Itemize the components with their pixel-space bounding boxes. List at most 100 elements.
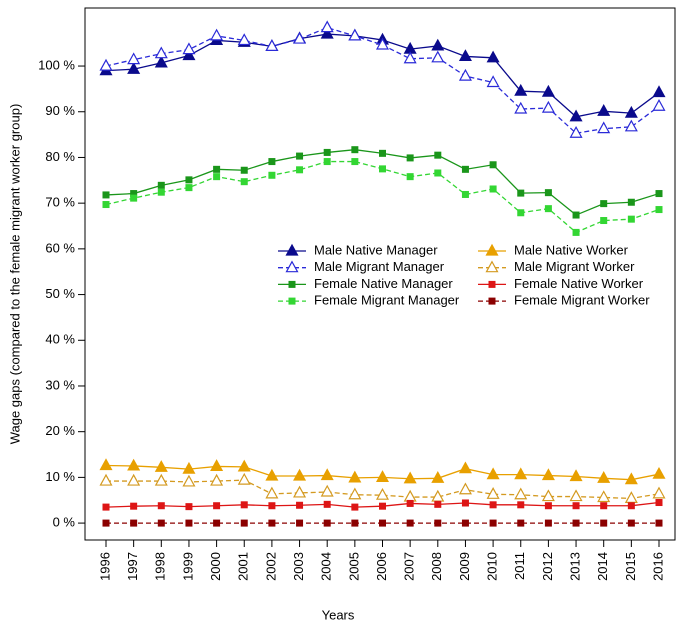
data-point	[655, 499, 663, 507]
data-point	[569, 109, 583, 122]
data-point	[102, 503, 110, 511]
data-point	[514, 467, 528, 480]
x-tick-label: 2000	[208, 552, 223, 581]
data-point	[627, 519, 635, 527]
legend-label: Male Native Worker	[514, 242, 629, 257]
x-tick-label: 2009	[457, 552, 472, 581]
data-point	[627, 198, 635, 206]
data-point	[486, 467, 500, 480]
data-point	[351, 158, 359, 166]
legend-marker	[488, 297, 496, 305]
data-point	[431, 471, 445, 483]
data-point	[517, 519, 525, 527]
data-point	[544, 519, 552, 527]
legend-label: Female Migrant Manager	[314, 293, 460, 308]
data-point	[185, 176, 193, 184]
legend-marker	[288, 297, 296, 305]
data-point	[597, 490, 611, 503]
data-point	[461, 499, 469, 507]
y-tick-label: 70 %	[45, 195, 75, 210]
x-tick-label: 2006	[374, 552, 389, 581]
x-tick-label: 1997	[125, 552, 140, 581]
data-point	[489, 501, 497, 509]
data-point	[351, 146, 359, 154]
plot-box	[84, 7, 676, 541]
data-point	[268, 519, 276, 527]
data-point	[514, 83, 528, 96]
data-point	[102, 201, 110, 209]
y-tick-label: 50 %	[45, 286, 75, 301]
data-point	[489, 519, 497, 527]
data-point	[210, 473, 224, 486]
x-tick-label: 2010	[485, 552, 500, 581]
data-point	[323, 148, 331, 156]
data-point	[323, 500, 331, 508]
data-point	[569, 125, 583, 138]
data-point	[431, 50, 445, 63]
data-point	[600, 200, 608, 208]
data-point	[624, 472, 638, 485]
x-tick-label: 2016	[650, 552, 665, 581]
data-point	[185, 184, 193, 192]
data-point	[489, 185, 497, 193]
data-point	[240, 178, 248, 186]
data-point	[434, 519, 442, 527]
data-point	[379, 165, 386, 173]
data-point	[514, 101, 528, 114]
data-point	[320, 20, 334, 33]
x-axis-label: Years	[322, 607, 355, 622]
data-point	[624, 491, 638, 504]
data-point	[600, 519, 608, 527]
data-point	[375, 37, 390, 50]
data-point	[627, 502, 635, 510]
data-point	[240, 166, 248, 174]
data-point	[569, 469, 583, 482]
data-point	[434, 151, 442, 159]
legend-marker	[285, 260, 299, 273]
data-point	[320, 468, 334, 481]
data-point	[351, 519, 359, 527]
data-point	[541, 100, 555, 113]
data-point	[157, 188, 165, 196]
data-point	[431, 38, 445, 51]
data-point	[652, 486, 666, 499]
data-point	[99, 473, 113, 486]
data-point	[130, 502, 138, 510]
data-point	[157, 181, 165, 189]
data-point	[655, 190, 663, 198]
data-point	[486, 50, 500, 63]
data-point	[182, 48, 196, 61]
x-tick-label: 2013	[567, 552, 582, 581]
data-point	[102, 191, 110, 199]
data-point	[461, 519, 469, 527]
data-point	[99, 58, 113, 71]
data-point	[458, 68, 472, 81]
data-point	[237, 472, 251, 485]
x-tick-label: 2008	[429, 552, 444, 581]
data-point	[99, 458, 113, 471]
data-point	[213, 519, 221, 527]
data-point	[517, 501, 525, 509]
y-tick-label: 100 %	[38, 57, 75, 72]
data-point	[293, 485, 307, 498]
data-point	[240, 519, 248, 527]
data-point	[624, 105, 638, 118]
data-point	[597, 471, 611, 483]
data-point	[569, 489, 583, 502]
data-point	[627, 215, 635, 223]
data-point	[296, 501, 304, 509]
data-point	[154, 46, 168, 59]
legend-label: Female Native Worker	[514, 276, 644, 291]
x-tick-label: 2011	[512, 552, 527, 580]
data-point	[348, 487, 362, 500]
y-tick-label: 30 %	[45, 377, 75, 392]
data-point	[458, 461, 472, 474]
y-tick-label: 90 %	[45, 103, 75, 118]
data-point	[406, 154, 414, 162]
data-point	[213, 173, 221, 181]
data-point	[130, 190, 138, 198]
data-point	[461, 165, 469, 173]
data-point	[268, 502, 276, 510]
x-tick-label: 2001	[236, 552, 251, 581]
legend-marker	[488, 280, 496, 288]
